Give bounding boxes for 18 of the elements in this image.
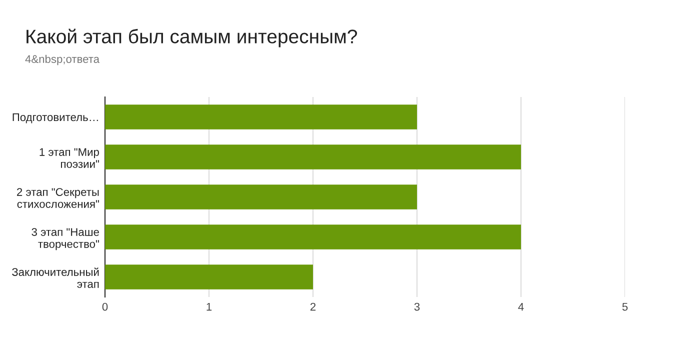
y-tick-label: 1 этап "Мир поэзии" (40, 148, 99, 168)
y-tick-label: Заключительный этап (12, 268, 99, 288)
chart-title: Какой этап был самым интересным? (26, 28, 357, 48)
y-tick-label: 2 этап "Секреты стихосложения" (17, 188, 99, 208)
x-tick-label: 4 (518, 302, 524, 311)
bar (105, 104, 417, 130)
x-tick-label: 3 (414, 302, 420, 311)
x-tick-label: 2 (310, 302, 316, 311)
y-tick-label: Подготовитель… (12, 113, 98, 124)
bar (105, 144, 521, 170)
x-tick-label: 5 (622, 302, 628, 311)
x-tick-label: 0 (102, 302, 108, 311)
x-tick-label: 1 (206, 302, 212, 311)
bar (105, 184, 417, 210)
bar (105, 224, 521, 250)
y-tick-label: 3 этап "Наше творчество" (32, 228, 99, 250)
bar (105, 264, 313, 290)
chart-subtitle: 4&nbsp;ответа (25, 54, 100, 66)
